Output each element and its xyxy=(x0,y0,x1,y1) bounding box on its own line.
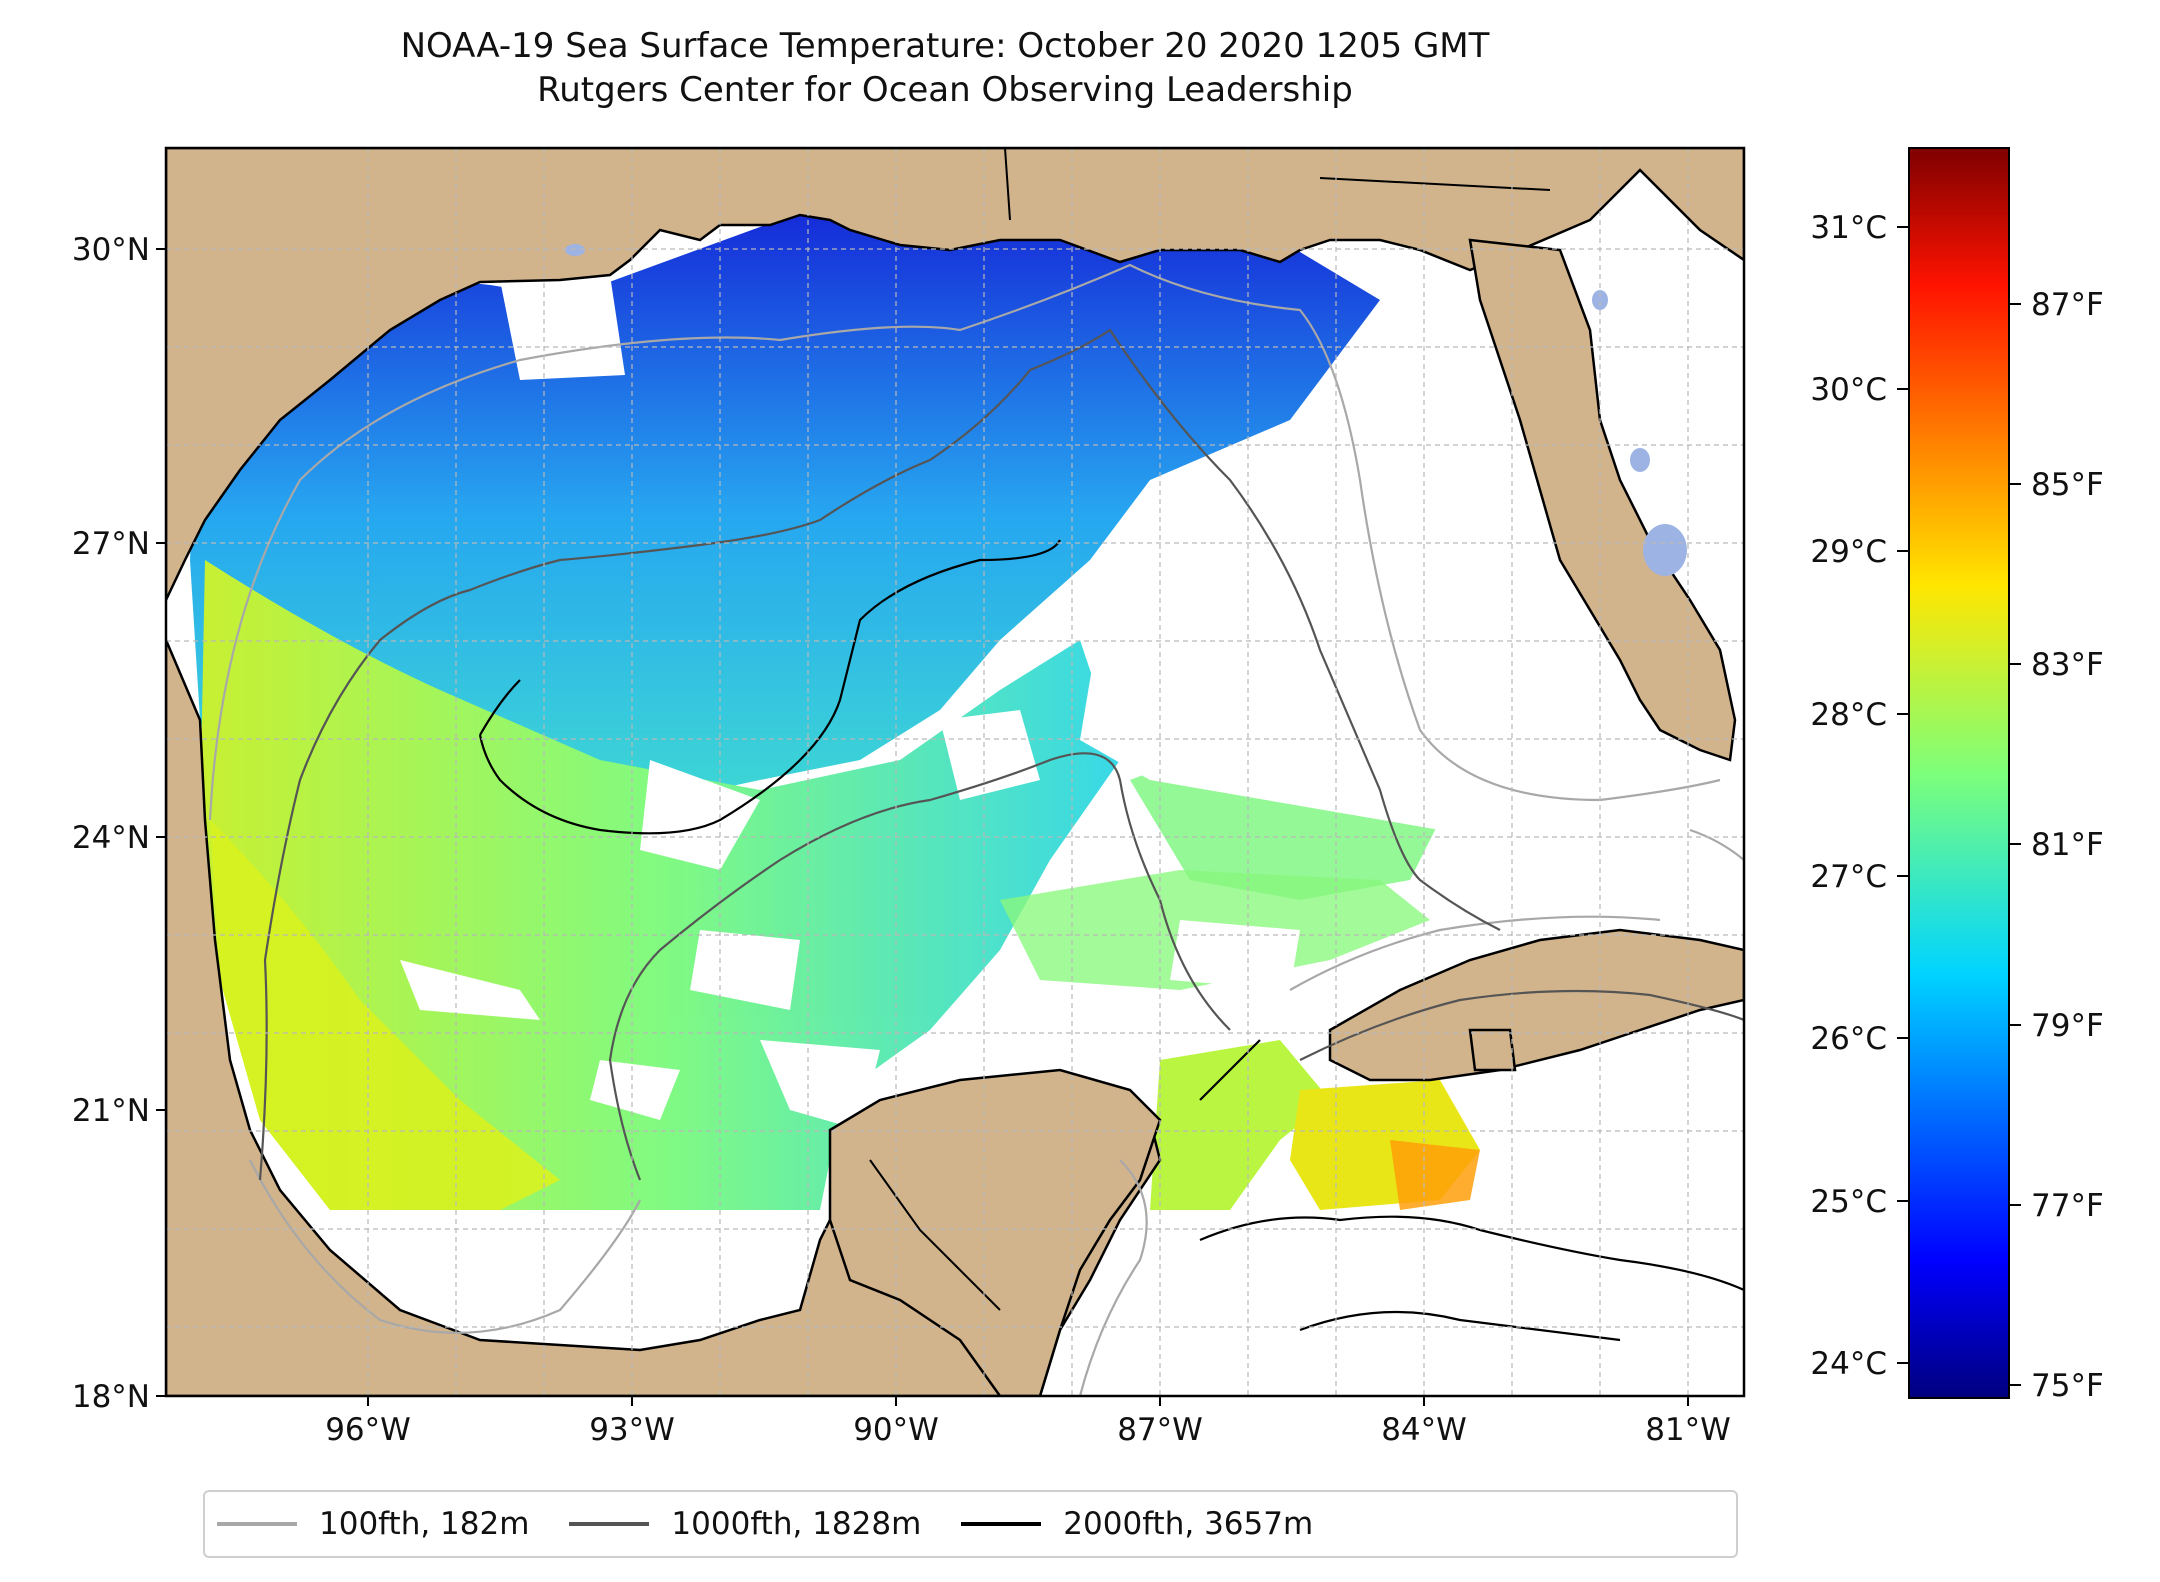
map-title: NOAA-19 Sea Surface Temperature: October… xyxy=(400,26,1490,66)
fahrenheit-tick-label: 79°F xyxy=(2031,1008,2104,1044)
legend-item-100fth: 100fth, 182m xyxy=(217,1506,529,1542)
legend-label: 1000fth, 1828m xyxy=(671,1506,922,1542)
celsius-tick-label: 26°C xyxy=(1810,1021,1887,1057)
x-ticks xyxy=(367,1396,1689,1406)
isobath-legend: 100fth, 182m 1000fth, 1828m 2000fth, 365… xyxy=(203,1490,1738,1558)
fahrenheit-tick-label: 85°F xyxy=(2031,467,2104,503)
legend-line-icon xyxy=(961,1522,1042,1526)
y-ticks xyxy=(156,248,166,1397)
legend-line-icon xyxy=(569,1522,650,1526)
lat-tick-label: 30°N xyxy=(72,232,150,268)
fahrenheit-tick-label: 87°F xyxy=(2031,287,2104,323)
gridlines xyxy=(166,148,1744,1396)
celsius-tick-label: 24°C xyxy=(1810,1346,1887,1382)
legend-item-2000fth: 2000fth, 3657m xyxy=(961,1506,1313,1542)
isobath-1000fth xyxy=(258,328,1744,1181)
lat-tick-label: 24°N xyxy=(72,820,150,856)
lon-tick-label: 90°W xyxy=(853,1412,939,1448)
celsius-tick-label: 29°C xyxy=(1810,534,1887,570)
legend-line-icon xyxy=(217,1522,297,1526)
celsius-tick-label: 31°C xyxy=(1810,210,1887,246)
lon-tick-label: 81°W xyxy=(1645,1412,1731,1448)
isobath-100fth xyxy=(208,263,1744,1396)
celsius-tick-label: 25°C xyxy=(1810,1184,1887,1220)
map-subtitle: Rutgers Center for Ocean Observing Leade… xyxy=(537,70,1353,110)
lat-tick-label: 18°N xyxy=(72,1379,150,1415)
lon-tick-label: 93°W xyxy=(589,1412,675,1448)
fahrenheit-tick-label: 81°F xyxy=(2031,827,2104,863)
lakes xyxy=(565,244,1687,576)
celsius-tick-label: 28°C xyxy=(1810,697,1887,733)
celsius-tick-label: 27°C xyxy=(1810,859,1887,895)
map-frame xyxy=(164,146,1746,1398)
fahrenheit-tick-label: 75°F xyxy=(2031,1368,2104,1404)
map-area xyxy=(166,148,1744,1396)
legend-label: 2000fth, 3657m xyxy=(1063,1506,1314,1542)
land-masses xyxy=(166,148,1744,1396)
celsius-tick-label: 30°C xyxy=(1810,372,1887,408)
colorbar-gradient xyxy=(1908,147,2010,1399)
colorbar: 24°C 25°C 26°C 27°C 28°C 29°C 30°C 31°C … xyxy=(1810,147,2104,1404)
lon-tick-label: 84°W xyxy=(1381,1412,1467,1448)
fahrenheit-tick-label: 83°F xyxy=(2031,647,2104,683)
lat-tick-label: 21°N xyxy=(72,1093,150,1129)
lat-tick-label: 27°N xyxy=(72,526,150,562)
legend-item-1000fth: 1000fth, 1828m xyxy=(569,1506,921,1542)
isobath-2000fth xyxy=(478,539,1744,1342)
lon-tick-label: 87°W xyxy=(1117,1412,1203,1448)
lon-tick-label: 96°W xyxy=(325,1412,411,1448)
legend-label: 100fth, 182m xyxy=(319,1506,530,1542)
fahrenheit-tick-label: 77°F xyxy=(2031,1188,2104,1224)
